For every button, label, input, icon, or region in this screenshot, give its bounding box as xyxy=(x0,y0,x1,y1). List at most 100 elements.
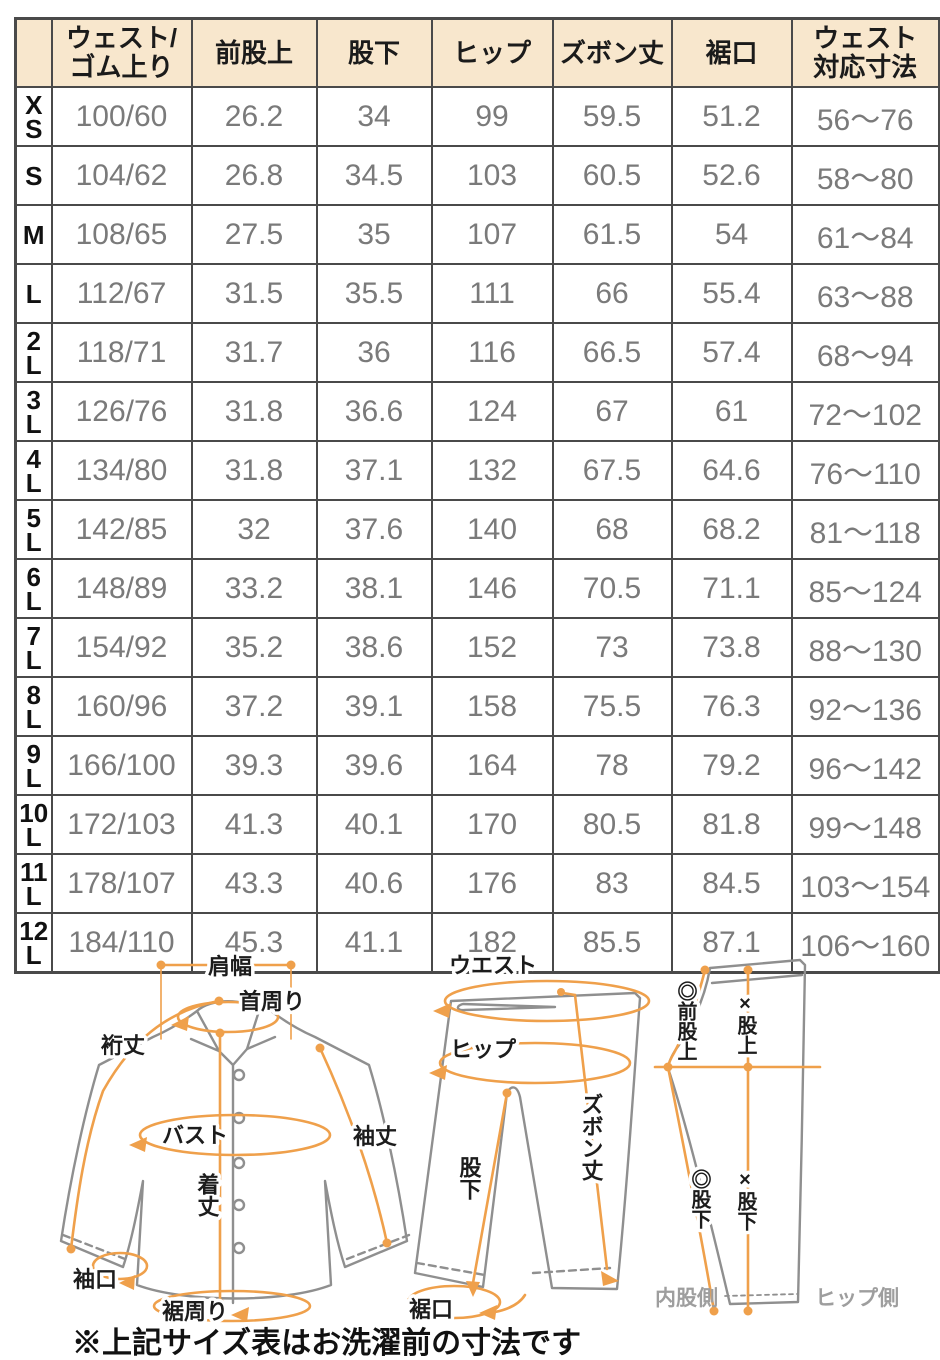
value-cell: 37.6 xyxy=(315,499,433,560)
value-cell: 106〜160 xyxy=(790,912,940,974)
value-cell: 73.8 xyxy=(670,617,793,678)
value-cell: 37.2 xyxy=(190,676,318,737)
value-cell: 43.3 xyxy=(190,853,318,914)
value-cell: 67.5 xyxy=(551,440,673,501)
value-cell: 148/89 xyxy=(50,558,193,619)
value-cell: 140 xyxy=(430,499,554,560)
size-cell: 11 L xyxy=(14,853,53,914)
size-cell: S xyxy=(14,145,53,206)
value-cell: 152 xyxy=(430,617,554,678)
value-cell: 81〜118 xyxy=(790,499,940,560)
value-cell: 39.3 xyxy=(190,735,318,796)
value-cell: 92〜136 xyxy=(790,676,940,737)
shirt-measure-lines xyxy=(66,960,392,1323)
value-cell: 111 xyxy=(430,263,554,324)
value-cell: 71.1 xyxy=(670,558,793,619)
table-row: 9 L 166/100 39.3 39.6 164 78 79.2 96〜142 xyxy=(14,735,940,796)
value-cell: 33.2 xyxy=(190,558,318,619)
size-cell: 12 L xyxy=(14,912,53,974)
column-header: ズボン丈 xyxy=(551,17,673,88)
table-row: 4 L 134/80 31.8 37.1 132 67.5 64.6 76〜110 xyxy=(14,440,940,501)
value-cell: 68.2 xyxy=(670,499,793,560)
value-cell: 37.1 xyxy=(315,440,433,501)
value-cell: 67 xyxy=(551,381,673,442)
value-cell: 32 xyxy=(190,499,318,560)
pants-side-measure-lines xyxy=(653,965,822,1316)
value-cell: 73 xyxy=(551,617,673,678)
inseam-label: 股下 xyxy=(457,1156,482,1200)
table-body: X S 100/60 26.2 34 99 59.5 51.2 56〜76 S 104/62 26.8… xyxy=(14,86,940,974)
table-row: 7 L 154/92 35.2 38.6 152 73 73.8 88〜130 xyxy=(14,617,940,678)
value-cell: 103〜154 xyxy=(790,853,940,914)
bust-label: バスト xyxy=(162,1123,228,1148)
value-cell: 45.3 xyxy=(190,912,318,974)
value-cell: 35 xyxy=(315,204,433,265)
rise-label: ×股上 xyxy=(734,993,757,1055)
cuff-opening-label: 袖口 xyxy=(73,1267,117,1292)
value-cell: 132 xyxy=(430,440,554,501)
value-cell: 64.6 xyxy=(670,440,793,501)
value-cell: 41.1 xyxy=(315,912,433,974)
value-cell: 75.5 xyxy=(551,676,673,737)
header-row: ウェスト/ゴム上り 前股上 股下 ヒップ ズボン丈 裾口 ウェスト 対応寸法 xyxy=(14,17,940,88)
value-cell: 38.1 xyxy=(315,558,433,619)
value-cell: 96〜142 xyxy=(790,735,940,796)
value-cell: 178/107 xyxy=(50,853,193,914)
value-cell: 79.2 xyxy=(670,735,793,796)
column-header: 裾口 xyxy=(670,17,793,88)
value-cell: 99 xyxy=(430,86,554,147)
value-cell: 52.6 xyxy=(670,145,793,206)
value-cell: 61〜84 xyxy=(790,204,940,265)
table-row: 6 L 148/89 33.2 38.1 146 70.5 71.1 85〜124 xyxy=(14,558,940,619)
column-header: 股下 xyxy=(315,17,433,88)
column-header: ウェスト 対応寸法 xyxy=(790,17,940,88)
table-row: 2 L 118/71 31.7 36 116 66.5 57.4 68〜94 xyxy=(14,322,940,383)
value-cell: 59.5 xyxy=(551,86,673,147)
value-cell: 58〜80 xyxy=(790,145,940,206)
table-row: L 112/67 31.5 35.5 111 66 55.4 63〜88 xyxy=(14,263,940,324)
shoulder-width-label: 肩幅 xyxy=(208,954,252,979)
value-cell: 55.4 xyxy=(670,263,793,324)
value-cell: 61.5 xyxy=(551,204,673,265)
value-cell: 184/110 xyxy=(50,912,193,974)
size-cell: M xyxy=(14,204,53,265)
neck-girth-label: 首周り xyxy=(239,989,305,1014)
value-cell: 40.6 xyxy=(315,853,433,914)
value-cell: 76〜110 xyxy=(790,440,940,501)
value-cell: 116 xyxy=(430,322,554,383)
value-cell: 83 xyxy=(551,853,673,914)
table-row: 3 L 126/76 31.8 36.6 124 67 61 72〜102 xyxy=(14,381,940,442)
value-cell: 66.5 xyxy=(551,322,673,383)
value-cell: 26.8 xyxy=(190,145,318,206)
column-header: ウェスト/ゴム上り xyxy=(50,17,193,88)
table-row: 12 L 184/110 45.3 41.1 182 85.5 87.1 106〜160 xyxy=(14,912,940,974)
table-header: ウェスト/ゴム上り 前股上 股下 ヒップ ズボン丈 裾口 ウェスト 対応寸法 xyxy=(14,17,940,88)
value-cell: 31.8 xyxy=(190,381,318,442)
table-row: M 108/65 27.5 35 107 61.5 54 61〜84 xyxy=(14,204,940,265)
inner-leg-side-label: 内股側 xyxy=(655,1286,718,1310)
value-cell: 78 xyxy=(551,735,673,796)
pre-wash-note: ※上記サイズ表はお洗濯前の寸法です xyxy=(72,1327,582,1360)
column-header: ヒップ xyxy=(430,17,554,88)
value-cell: 70.5 xyxy=(551,558,673,619)
value-cell: 112/67 xyxy=(50,263,193,324)
value-cell: 34 xyxy=(315,86,433,147)
table-row: 8 L 160/96 37.2 39.1 158 75.5 76.3 92〜136 xyxy=(14,676,940,737)
value-cell: 35.2 xyxy=(190,617,318,678)
table-row: X S 100/60 26.2 34 99 59.5 51.2 56〜76 xyxy=(14,86,940,147)
value-cell: 158 xyxy=(430,676,554,737)
size-cell: L xyxy=(14,263,53,324)
value-cell: 182 xyxy=(430,912,554,974)
value-cell: 56〜76 xyxy=(790,86,940,147)
pants-front-measurement-diagram: ウエスト ヒップ ズボン丈 股下 裾口 xyxy=(405,950,651,1326)
value-cell: 146 xyxy=(430,558,554,619)
value-cell: 164 xyxy=(430,735,554,796)
